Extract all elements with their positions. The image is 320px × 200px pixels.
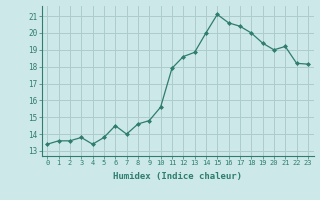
X-axis label: Humidex (Indice chaleur): Humidex (Indice chaleur)	[113, 172, 242, 181]
